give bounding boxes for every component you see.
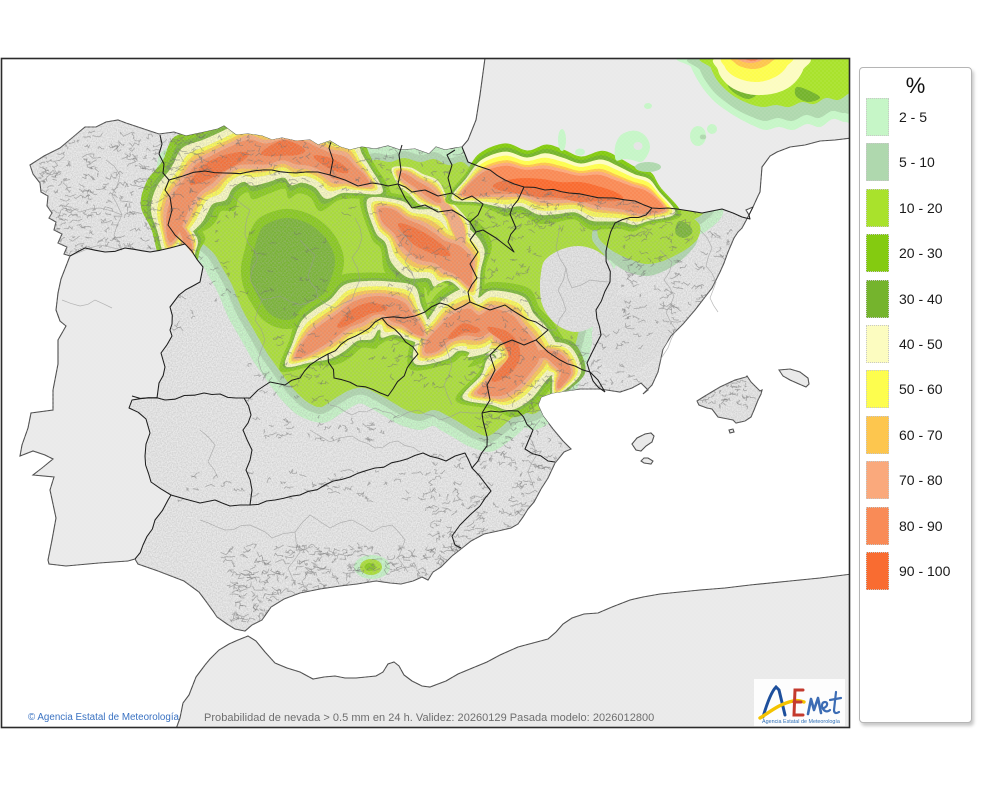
svg-text:Agencia Estatal de Meteorologí: Agencia Estatal de Meteorología (762, 719, 840, 725)
